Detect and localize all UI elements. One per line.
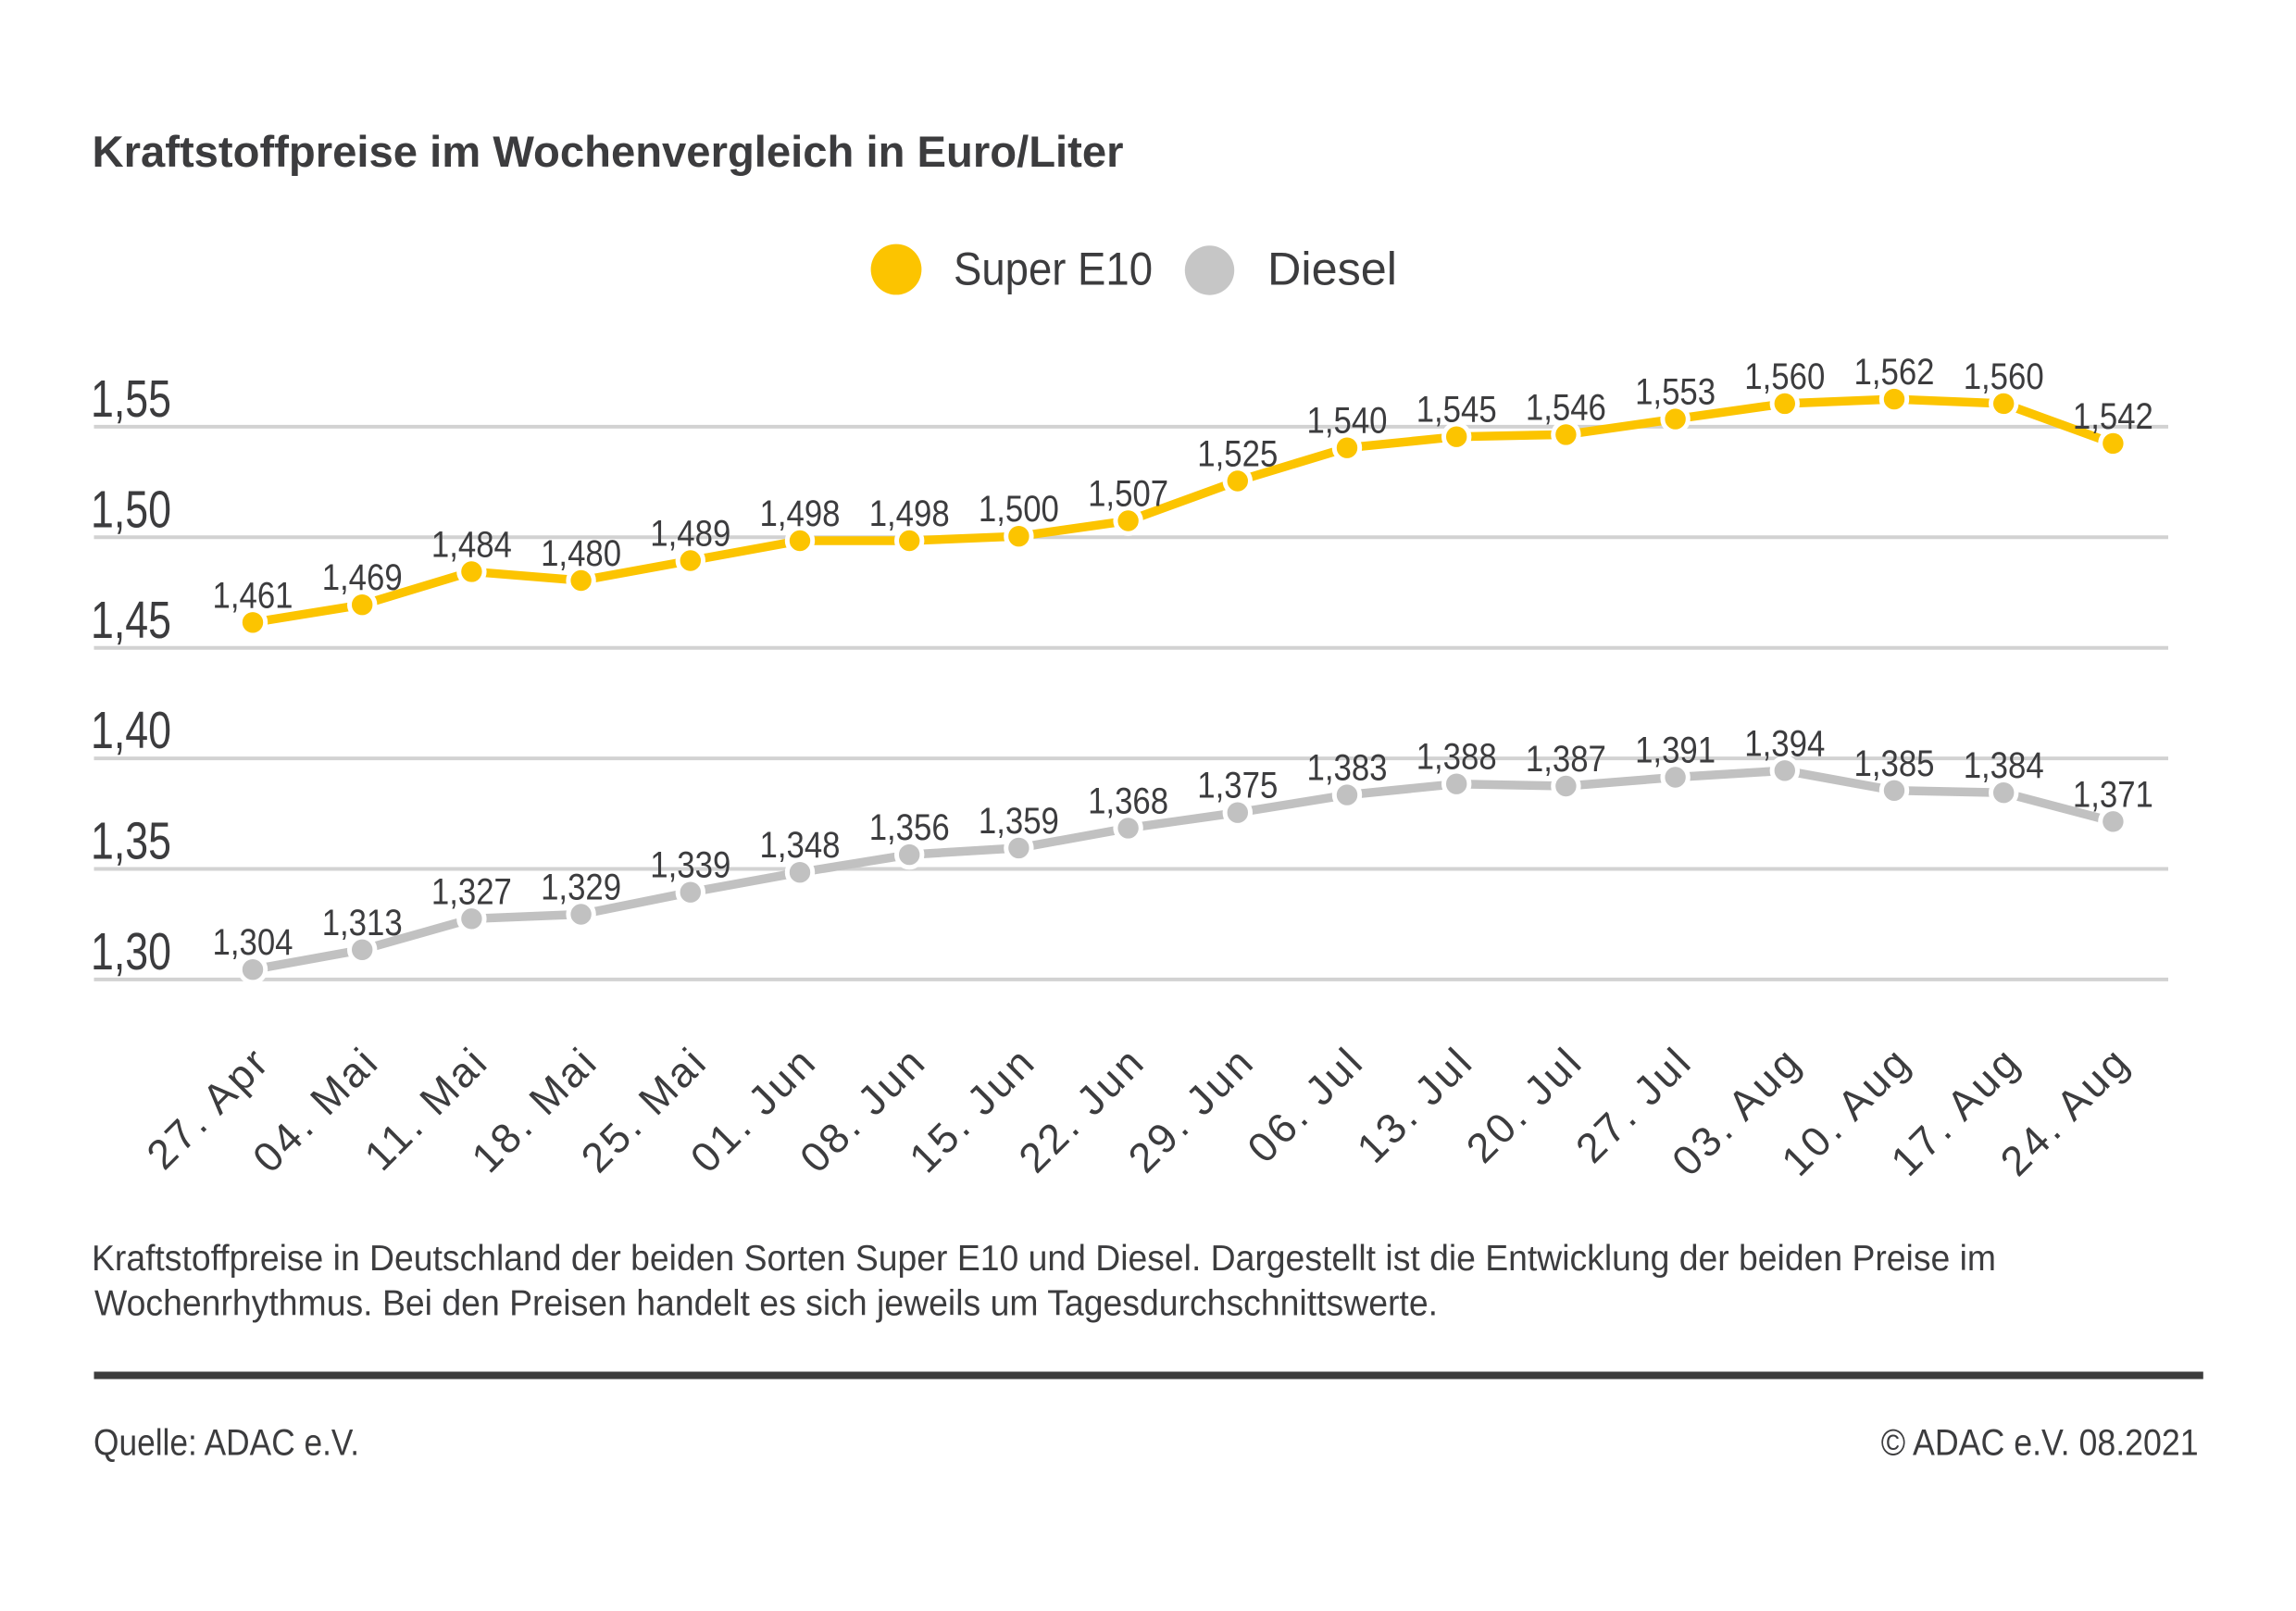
svg-text:Diesel: Diesel [1267,244,1397,295]
svg-text:1,304: 1,304 [213,922,293,963]
svg-text:1,50: 1,50 [91,480,171,539]
svg-text:1,553: 1,553 [1635,372,1716,413]
svg-text:Kraftstoffpreise in Deutschlan: Kraftstoffpreise in Deutschland der beid… [92,1239,1996,1279]
svg-text:1,391: 1,391 [1635,731,1716,771]
svg-text:1,562: 1,562 [1854,352,1935,393]
svg-text:1,498: 1,498 [760,493,841,534]
svg-text:1,388: 1,388 [1416,737,1497,778]
svg-text:1,525: 1,525 [1197,434,1278,475]
svg-text:Kraftstoffpreise im Wochenverg: Kraftstoffpreise im Wochenvergleich in E… [93,127,1124,176]
svg-text:1,356: 1,356 [869,807,950,848]
svg-text:1,540: 1,540 [1307,401,1388,442]
svg-text:1,546: 1,546 [1526,387,1606,428]
svg-text:1,383: 1,383 [1307,748,1388,789]
svg-text:1,384: 1,384 [1964,745,2044,786]
svg-text:Wochenrhythmus. Bei den Preise: Wochenrhythmus. Bei den Preisen handelt … [94,1284,1438,1324]
svg-text:1,30: 1,30 [91,922,171,981]
svg-text:1,484: 1,484 [431,524,512,565]
svg-text:1,545: 1,545 [1416,390,1497,431]
svg-text:1,461: 1,461 [213,575,293,616]
svg-text:1,359: 1,359 [979,801,1059,842]
svg-text:1,368: 1,368 [1088,781,1168,821]
svg-text:1,348: 1,348 [760,825,841,866]
svg-text:1,469: 1,469 [322,557,403,598]
svg-text:1,507: 1,507 [1088,474,1168,515]
svg-text:1,560: 1,560 [1744,356,1825,397]
svg-text:1,560: 1,560 [1964,356,2044,397]
svg-text:1,500: 1,500 [979,489,1059,530]
svg-text:1,35: 1,35 [91,812,171,871]
svg-text:1,339: 1,339 [650,845,730,886]
svg-text:1,480: 1,480 [541,533,621,574]
svg-text:© ADAC e.V. 08.2021: © ADAC e.V. 08.2021 [1881,1423,2199,1464]
svg-text:1,327: 1,327 [431,871,512,912]
svg-text:1,329: 1,329 [541,868,621,908]
svg-text:1,498: 1,498 [869,493,950,534]
svg-text:1,45: 1,45 [91,591,171,650]
svg-text:1,385: 1,385 [1854,743,1935,784]
svg-text:1,387: 1,387 [1526,739,1606,780]
svg-text:1,375: 1,375 [1197,766,1278,806]
svg-text:Super E10: Super E10 [954,244,1153,295]
svg-text:1,313: 1,313 [322,903,403,943]
svg-text:1,371: 1,371 [2073,774,2153,815]
svg-text:1,489: 1,489 [650,514,730,555]
svg-text:Quelle: ADAC e.V.: Quelle: ADAC e.V. [94,1423,359,1464]
svg-text:1,40: 1,40 [91,701,171,760]
svg-text:1,394: 1,394 [1744,723,1825,764]
svg-text:1,55: 1,55 [91,369,171,429]
svg-text:1,542: 1,542 [2073,396,2153,437]
